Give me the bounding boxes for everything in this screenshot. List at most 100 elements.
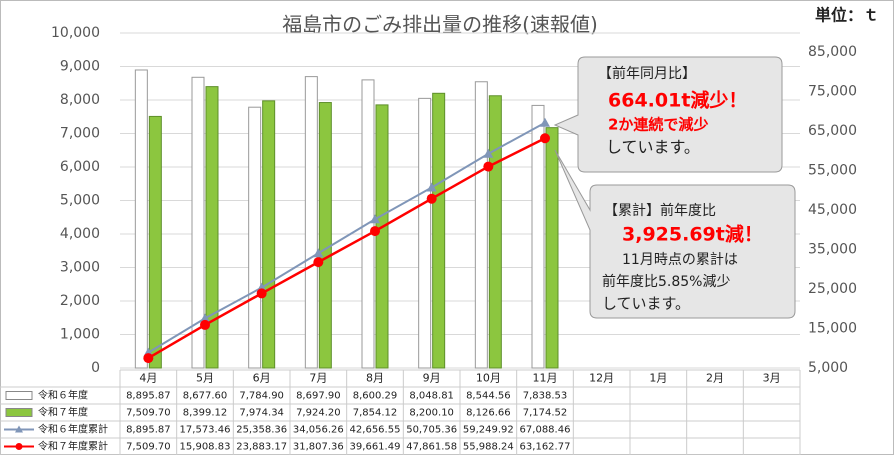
- point: [143, 353, 154, 364]
- bar: [205, 86, 219, 369]
- y-tick-label: 10,000: [51, 25, 100, 41]
- table-value: 7,924.20: [296, 408, 341, 419]
- table-value: 7,509.70: [126, 408, 171, 419]
- callout-text: しています。: [606, 138, 700, 157]
- point: [313, 257, 324, 268]
- callout-text: しています。: [602, 295, 690, 313]
- table-value: 55,988.24: [463, 442, 514, 453]
- legend-label: 令和６年度: [38, 389, 88, 402]
- x-tick-label: 2月: [706, 372, 724, 385]
- point: [313, 248, 324, 258]
- table-value: 8,600.29: [353, 391, 398, 402]
- bar: [262, 100, 276, 369]
- point: [483, 148, 494, 158]
- x-tick-label: 8月: [366, 372, 384, 385]
- x-tick-label: 12月: [589, 372, 614, 385]
- legend-marker: [15, 425, 23, 433]
- table-value: 8,895.87: [126, 391, 171, 402]
- table-value: 8,677.60: [183, 391, 228, 402]
- y-tick-label: 3,000: [60, 260, 100, 276]
- callout-text: 前年度比5.85%減少: [602, 273, 730, 290]
- point: [426, 182, 437, 192]
- x-tick-label: 11月: [533, 372, 558, 385]
- table-value: 67,088.46: [520, 425, 571, 436]
- y-tick-label: 4,000: [60, 226, 100, 242]
- y-tick-label: 1,000: [60, 327, 100, 343]
- y2-tick-label: 35,000: [808, 242, 857, 258]
- point: [426, 193, 437, 204]
- bar: [531, 104, 545, 369]
- callout-text: 664.01t減少！: [608, 89, 747, 112]
- y-tick-label: 2,000: [60, 293, 100, 309]
- line: [147, 121, 546, 354]
- bar: [134, 69, 148, 369]
- table-value: 47,861.58: [406, 442, 457, 453]
- point: [540, 133, 550, 144]
- legend-swatch: [5, 391, 33, 400]
- bar: [148, 115, 162, 369]
- y-tick-label: 7,000: [60, 126, 100, 142]
- table-value: 31,807.36: [293, 442, 344, 453]
- legend-label: 令和７年度: [38, 406, 88, 419]
- bar: [545, 127, 559, 369]
- table-value: 8,544.56: [466, 391, 511, 402]
- callout-text: 11月時点の累計は: [622, 252, 738, 268]
- y-tick-label: 0: [91, 360, 100, 376]
- legend-marker: [15, 443, 23, 450]
- x-tick-label: 5月: [196, 372, 214, 385]
- x-tick-label: 4月: [139, 372, 157, 385]
- table-value: 42,656.55: [350, 425, 401, 436]
- y2-tick-label: 85,000: [808, 44, 857, 60]
- table-value: 59,249.92: [463, 425, 514, 436]
- y2-tick-label: 5,000: [808, 360, 848, 376]
- table-value: 7,838.53: [523, 391, 568, 402]
- table-value: 8,200.10: [409, 408, 454, 419]
- table-value: 7,784.90: [239, 391, 284, 402]
- callout-text: 2か連続で減少: [608, 116, 708, 134]
- table-value: 7,174.52: [523, 408, 568, 419]
- y-tick-label: 6,000: [60, 159, 100, 175]
- table-value: 7,974.34: [239, 408, 284, 419]
- point: [540, 117, 550, 127]
- legend-swatch: [5, 408, 33, 417]
- y2-tick-label: 15,000: [808, 321, 857, 337]
- callout-text: 【累計】前年度比: [604, 202, 716, 219]
- table-value: 15,908.83: [180, 442, 231, 453]
- callout-text: 【前年同月比】: [598, 65, 696, 82]
- x-tick-label: 10月: [476, 372, 501, 385]
- y2-tick-label: 25,000: [808, 281, 857, 297]
- y2-tick-label: 65,000: [808, 123, 857, 139]
- table-value: 23,883.17: [236, 442, 287, 453]
- point: [200, 319, 210, 330]
- table-value: 8,697.90: [296, 391, 341, 402]
- point: [256, 288, 267, 299]
- callout-text: 3,925.69t減！: [622, 223, 763, 246]
- point: [483, 161, 494, 172]
- bar: [375, 104, 389, 369]
- line: [147, 137, 546, 360]
- x-tick-label: 9月: [423, 372, 441, 385]
- x-tick-label: 7月: [309, 372, 327, 385]
- y-tick-label: 9,000: [60, 59, 100, 75]
- table-value: 25,358.36: [236, 425, 287, 436]
- y-tick-label: 8,000: [60, 92, 100, 108]
- bar: [488, 95, 502, 369]
- x-tick-label: 6月: [253, 372, 271, 385]
- table-value: 8,399.12: [183, 408, 228, 419]
- table-value: 50,705.36: [406, 425, 457, 436]
- bar: [318, 102, 332, 369]
- unit-label: 単位：ｔ: [815, 6, 879, 25]
- point: [200, 313, 210, 323]
- bar: [418, 97, 432, 369]
- callout-box: [553, 56, 783, 173]
- bar: [248, 106, 262, 369]
- legend-label: 令和６年度累計: [38, 423, 108, 436]
- callout-box: [554, 149, 796, 319]
- table-value: 7,854.12: [353, 408, 398, 419]
- x-tick-label: 3月: [763, 372, 781, 385]
- bar: [304, 76, 318, 369]
- x-tick-label: 1月: [649, 372, 667, 385]
- legend-label: 令和７年度累計: [38, 440, 108, 453]
- point: [370, 226, 380, 237]
